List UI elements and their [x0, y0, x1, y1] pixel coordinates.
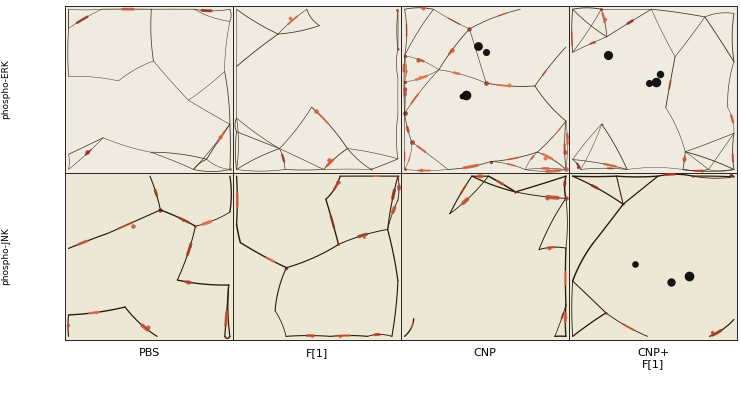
Point: [332, 179, 344, 185]
Point: [541, 194, 553, 201]
Point: [284, 15, 296, 21]
Point: [399, 53, 411, 59]
Point: [399, 85, 411, 92]
Point: [310, 108, 322, 114]
Point: [596, 121, 608, 127]
Point: [412, 57, 424, 63]
Point: [559, 149, 571, 155]
Point: [177, 216, 189, 223]
Point: [707, 329, 719, 335]
Point: [415, 167, 427, 174]
Point: [650, 79, 662, 85]
Point: [573, 164, 585, 170]
Point: [561, 133, 573, 139]
Point: [142, 324, 153, 330]
Point: [365, 166, 377, 173]
Point: [560, 195, 572, 201]
Point: [682, 273, 694, 279]
Point: [214, 134, 226, 140]
Point: [543, 245, 555, 251]
Point: [392, 45, 404, 52]
Point: [333, 241, 345, 248]
Point: [400, 68, 412, 74]
Point: [595, 6, 607, 12]
Point: [602, 52, 614, 58]
Point: [334, 332, 346, 339]
Point: [510, 189, 522, 195]
Point: [665, 279, 677, 286]
Point: [90, 309, 102, 315]
Point: [82, 149, 93, 155]
Point: [485, 158, 496, 165]
Point: [496, 180, 508, 186]
Point: [281, 265, 293, 271]
Text: CNP+
F[1]: CNP+ F[1]: [637, 348, 669, 369]
Point: [599, 16, 611, 23]
Point: [62, 322, 74, 328]
Point: [503, 81, 515, 88]
Point: [306, 333, 318, 339]
Point: [446, 47, 458, 53]
Point: [642, 79, 654, 86]
Point: [480, 49, 492, 56]
Point: [539, 155, 551, 162]
Text: F[1]: F[1]: [306, 348, 328, 357]
Point: [679, 156, 691, 162]
Point: [480, 80, 492, 86]
Point: [154, 207, 166, 213]
Point: [392, 173, 404, 179]
Point: [456, 93, 468, 99]
Point: [600, 310, 612, 316]
Point: [464, 26, 476, 32]
Point: [323, 157, 335, 163]
Point: [588, 39, 600, 45]
Point: [182, 278, 194, 285]
Point: [417, 5, 429, 11]
Point: [127, 223, 139, 229]
Point: [406, 139, 418, 145]
Point: [413, 73, 425, 80]
Point: [629, 261, 641, 267]
Point: [617, 201, 629, 207]
Point: [460, 92, 472, 98]
Point: [559, 314, 571, 320]
Point: [654, 71, 666, 77]
Point: [185, 243, 196, 250]
Point: [399, 166, 411, 173]
Text: phospho-ERK: phospho-ERK: [1, 60, 10, 119]
Text: phospho-JNK: phospho-JNK: [1, 228, 10, 285]
Text: PBS: PBS: [139, 348, 160, 357]
Point: [560, 166, 572, 173]
Point: [696, 167, 708, 174]
Point: [687, 173, 699, 179]
Text: CNP: CNP: [473, 348, 496, 357]
Point: [399, 79, 411, 85]
Point: [358, 233, 370, 240]
Point: [472, 43, 484, 49]
Point: [391, 8, 403, 14]
Point: [224, 166, 236, 173]
Point: [190, 223, 202, 229]
Point: [399, 110, 411, 117]
